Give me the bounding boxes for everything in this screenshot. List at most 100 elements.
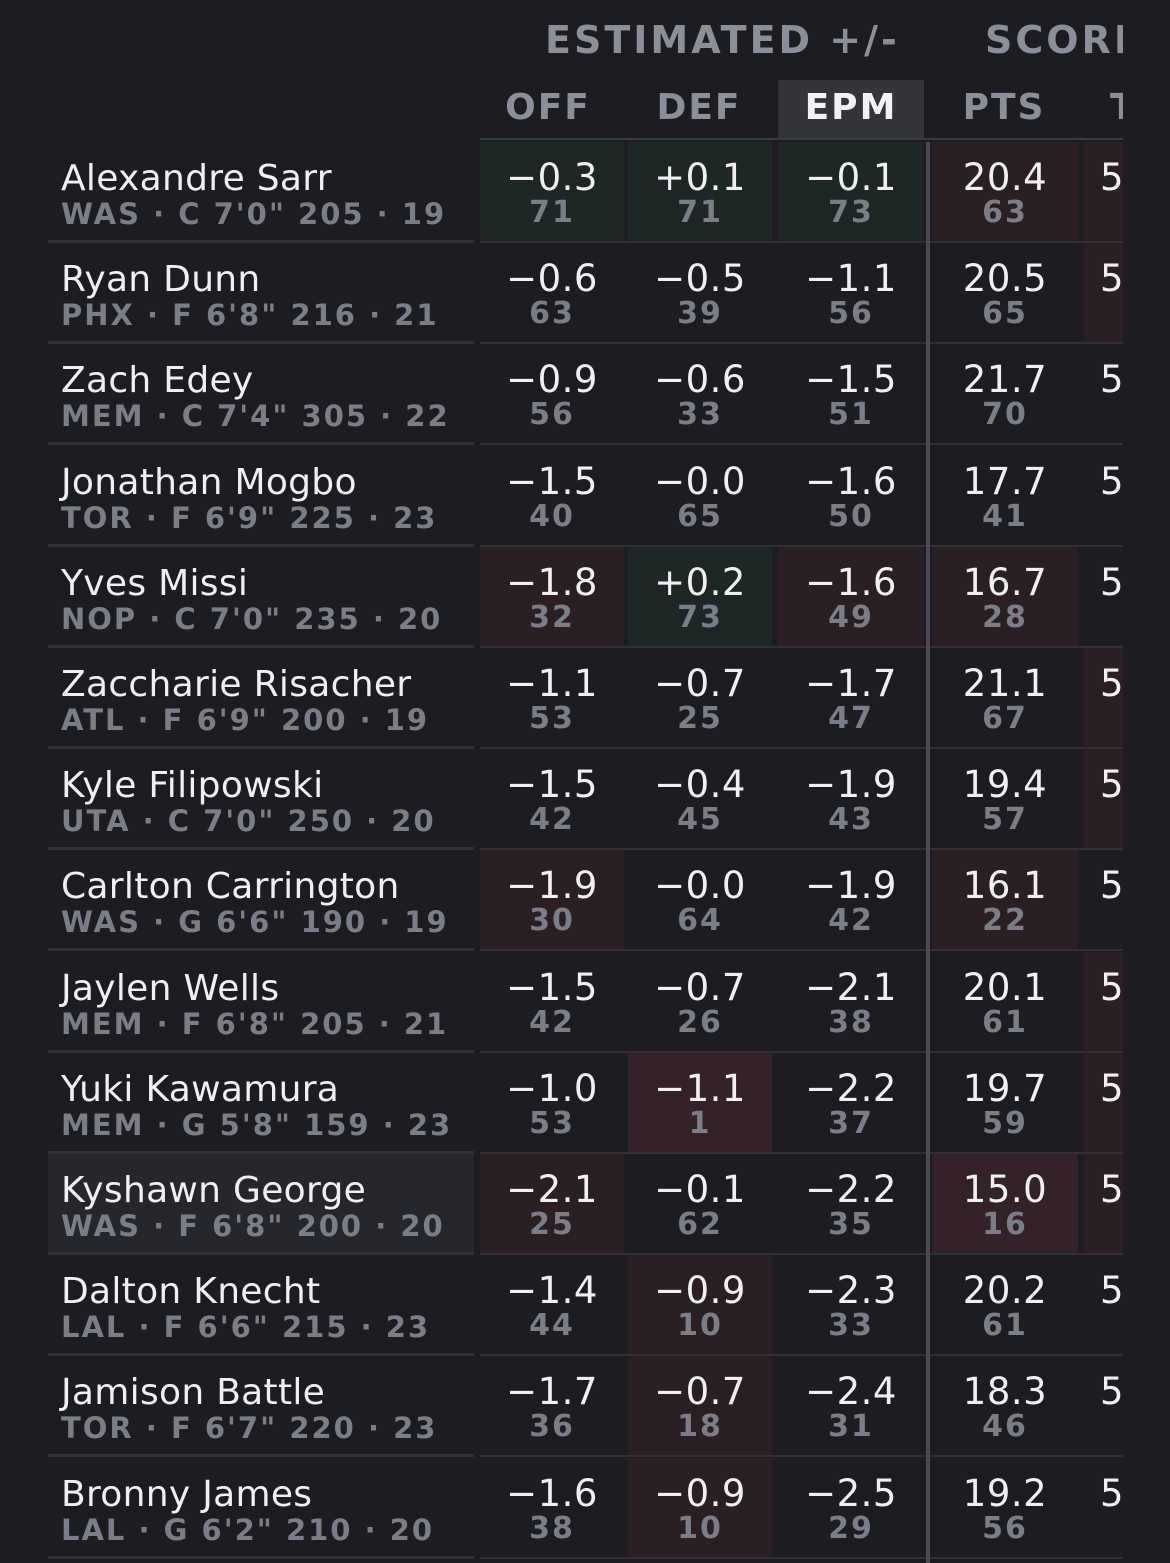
player-cell[interactable]: Ryan Dunn PHX · F 6'8" 216 · 21 [48,243,474,342]
stat-percentile: 43 [828,802,874,838]
stat-cell-def: −0.1 62 [628,1154,772,1253]
stat-value: −2.3 [805,1269,897,1313]
stat-percentile: 29 [828,1510,874,1546]
row-divider [480,949,1123,952]
stat-value: −0.9 [654,1471,746,1515]
player-cell[interactable]: Bronny James LAL · G 6'2" 210 · 20 [48,1458,474,1557]
player-name[interactable]: Jamison Battle [61,1372,326,1414]
stat-cell-partial: 5 [1084,749,1124,849]
stat-value: 5 [1100,965,1124,1009]
player-cell[interactable]: Jonathan Mogbo TOR · F 6'9" 225 · 23 [48,446,474,545]
stat-percentile: 64 [677,903,723,939]
table-row[interactable]: Zach Edey MEM · C 7'4" 305 · 22 −0.9 56 −0.6… [0,344,1170,446]
stat-value: 16.1 [962,864,1048,908]
stat-percentile: 57 [982,802,1028,838]
stat-cell-pts: 20.4 63 [932,142,1078,241]
stat-cell-off: −1.5 42 [480,749,624,848]
player-cell[interactable]: Dalton Knecht LAL · F 6'6" 215 · 23 [48,1255,474,1354]
column-header-def[interactable]: DEF [656,87,742,128]
player-name[interactable]: Zach Edey [61,360,254,402]
table-row[interactable]: Dalton Knecht LAL · F 6'6" 215 · 23 −1.4 44… [0,1255,1170,1357]
stat-cell-pts: 21.7 70 [932,344,1078,443]
player-name[interactable]: Yuki Kawamura [61,1068,340,1110]
row-divider [480,1151,1123,1154]
stat-cell-epm: −1.6 50 [778,446,924,545]
player-cell[interactable]: Kyle Filipowski UTA · C 7'0" 250 · 20 [48,749,474,848]
player-name[interactable]: Jaylen Wells [61,967,280,1009]
stat-value: 5 [1100,864,1124,908]
stat-percentile: 63 [529,296,575,332]
player-name[interactable]: Dalton Knecht [61,1271,321,1313]
stat-value: −0.7 [654,965,746,1009]
row-divider [48,746,474,749]
player-name[interactable]: Jonathan Mogbo [61,461,357,503]
row-divider [480,1253,1123,1255]
stat-cell-def: −0.6 33 [628,344,772,443]
stat-value: −2.1 [805,965,897,1009]
stat-cell-pts: 18.3 46 [932,1356,1078,1455]
table-row[interactable]: Zaccharie Risacher ATL · F 6'9" 200 · 19 −… [0,648,1170,749]
stat-value: −0.1 [805,156,897,199]
stat-value: 20.5 [962,257,1048,301]
player-name[interactable]: Yves Missi [61,562,249,604]
stat-value: 18.3 [962,1370,1048,1414]
row-divider [480,1455,1123,1458]
player-name[interactable]: Ryan Dunn [61,259,261,301]
stat-value: −2.4 [805,1370,897,1414]
player-name[interactable]: Kyle Filipowski [61,765,324,807]
stat-percentile: 73 [828,195,874,230]
row-divider [48,948,474,952]
player-cell[interactable]: Zaccharie Risacher ATL · F 6'9" 200 · 19 [48,648,474,747]
table-row[interactable]: Yves Missi NOP · C 7'0" 235 · 20 −1.8 32 +0.… [0,546,1170,648]
player-name[interactable]: Zaccharie Risacher [61,664,412,705]
table-row[interactable]: Carlton Carrington WAS · G 6'6" 190 · 19 −… [0,850,1170,952]
column-header-epm[interactable]: EPM [778,80,924,138]
column-header-pts[interactable]: PTS [962,87,1046,128]
table-row[interactable]: Alexandre Sarr WAS · C 7'0" 205 · 19 −0.3 7… [0,142,1170,243]
player-meta: WAS · F 6'8" 200 · 20 [61,1209,445,1243]
table-row[interactable]: Jaylen Wells MEM · F 6'8" 205 · 21 −1.5 42−… [0,951,1170,1053]
player-name[interactable]: Carlton Carrington [61,866,400,908]
table-row[interactable]: Jonathan Mogbo TOR · F 6'9" 225 · 23 −1.5 4… [0,446,1170,547]
stat-cell-off: −0.6 63 [480,243,624,342]
stat-percentile: 45 [677,802,723,838]
stat-cell-partial: 5 [1084,1052,1124,1152]
table-row[interactable]: Kyshawn George WAS · F 6'8" 200 · 20 −2.1 2… [0,1154,1170,1255]
stat-cell-off: −0.3 71 [480,142,624,241]
table-row[interactable]: Bronny James LAL · G 6'2" 210 · 20 −1.6 38−… [0,1457,1170,1559]
player-cell[interactable]: Kyshawn George WAS · F 6'8" 200 · 20 [48,1154,474,1253]
stat-value: −1.6 [805,459,897,503]
stat-cell-def: −0.0 64 [628,850,772,949]
stat-cell-partial: 5 [1084,344,1124,443]
stat-percentile: 10 [677,1510,723,1546]
column-header-off[interactable]: OFF [505,87,591,128]
table-row[interactable]: Jamison Battle TOR · F 6'7" 220 · 23 −1.7 3… [0,1356,1170,1458]
stat-value: 5 [1100,1168,1124,1211]
stat-value: 19.4 [962,763,1048,807]
player-name[interactable]: Alexandre Sarr [61,158,332,199]
player-cell[interactable]: Zach Edey MEM · C 7'4" 305 · 22 [48,344,474,443]
stat-percentile: 42 [529,1004,575,1040]
player-name[interactable]: Kyshawn George [61,1170,367,1211]
player-cell[interactable]: Jaylen Wells MEM · F 6'8" 205 · 21 [48,952,474,1051]
row-divider [480,1556,1123,1559]
table-row[interactable]: Kyle Filipowski UTA · C 7'0" 250 · 20 −1.5… [0,749,1170,851]
player-cell[interactable]: Carlton Carrington WAS · G 6'6" 190 · 19 [48,850,474,949]
player-name[interactable]: Bronny James [61,1473,313,1515]
stat-value: −1.7 [805,662,897,705]
stat-cell-partial: 5 [1084,648,1124,747]
table-row[interactable]: Ryan Dunn PHX · F 6'8" 216 · 21 −0.6 63 −0.5… [0,243,1170,345]
stat-cell-partial: 5 [1084,1154,1124,1253]
player-cell[interactable]: Jamison Battle TOR · F 6'7" 220 · 23 [48,1356,474,1455]
stat-value: 5 [1100,763,1124,807]
stat-cell-off: −1.4 44 [480,1255,624,1354]
player-cell[interactable]: Alexandre Sarr WAS · C 7'0" 205 · 19 [48,142,474,241]
player-cell[interactable]: Yuki Kawamura MEM · G 5'8" 159 · 23 [48,1053,474,1152]
stat-cell-partial: 5 [1084,1255,1124,1354]
stat-value: −1.5 [506,763,598,807]
column-header-partial[interactable]: T [1084,80,1123,138]
player-cell[interactable]: Yves Missi NOP · C 7'0" 235 · 20 [48,547,474,646]
row-divider [48,1454,474,1458]
table-row[interactable]: Yuki Kawamura MEM · G 5'8" 159 · 23 −1.0 53… [0,1052,1170,1154]
stat-value: +0.1 [654,156,746,199]
